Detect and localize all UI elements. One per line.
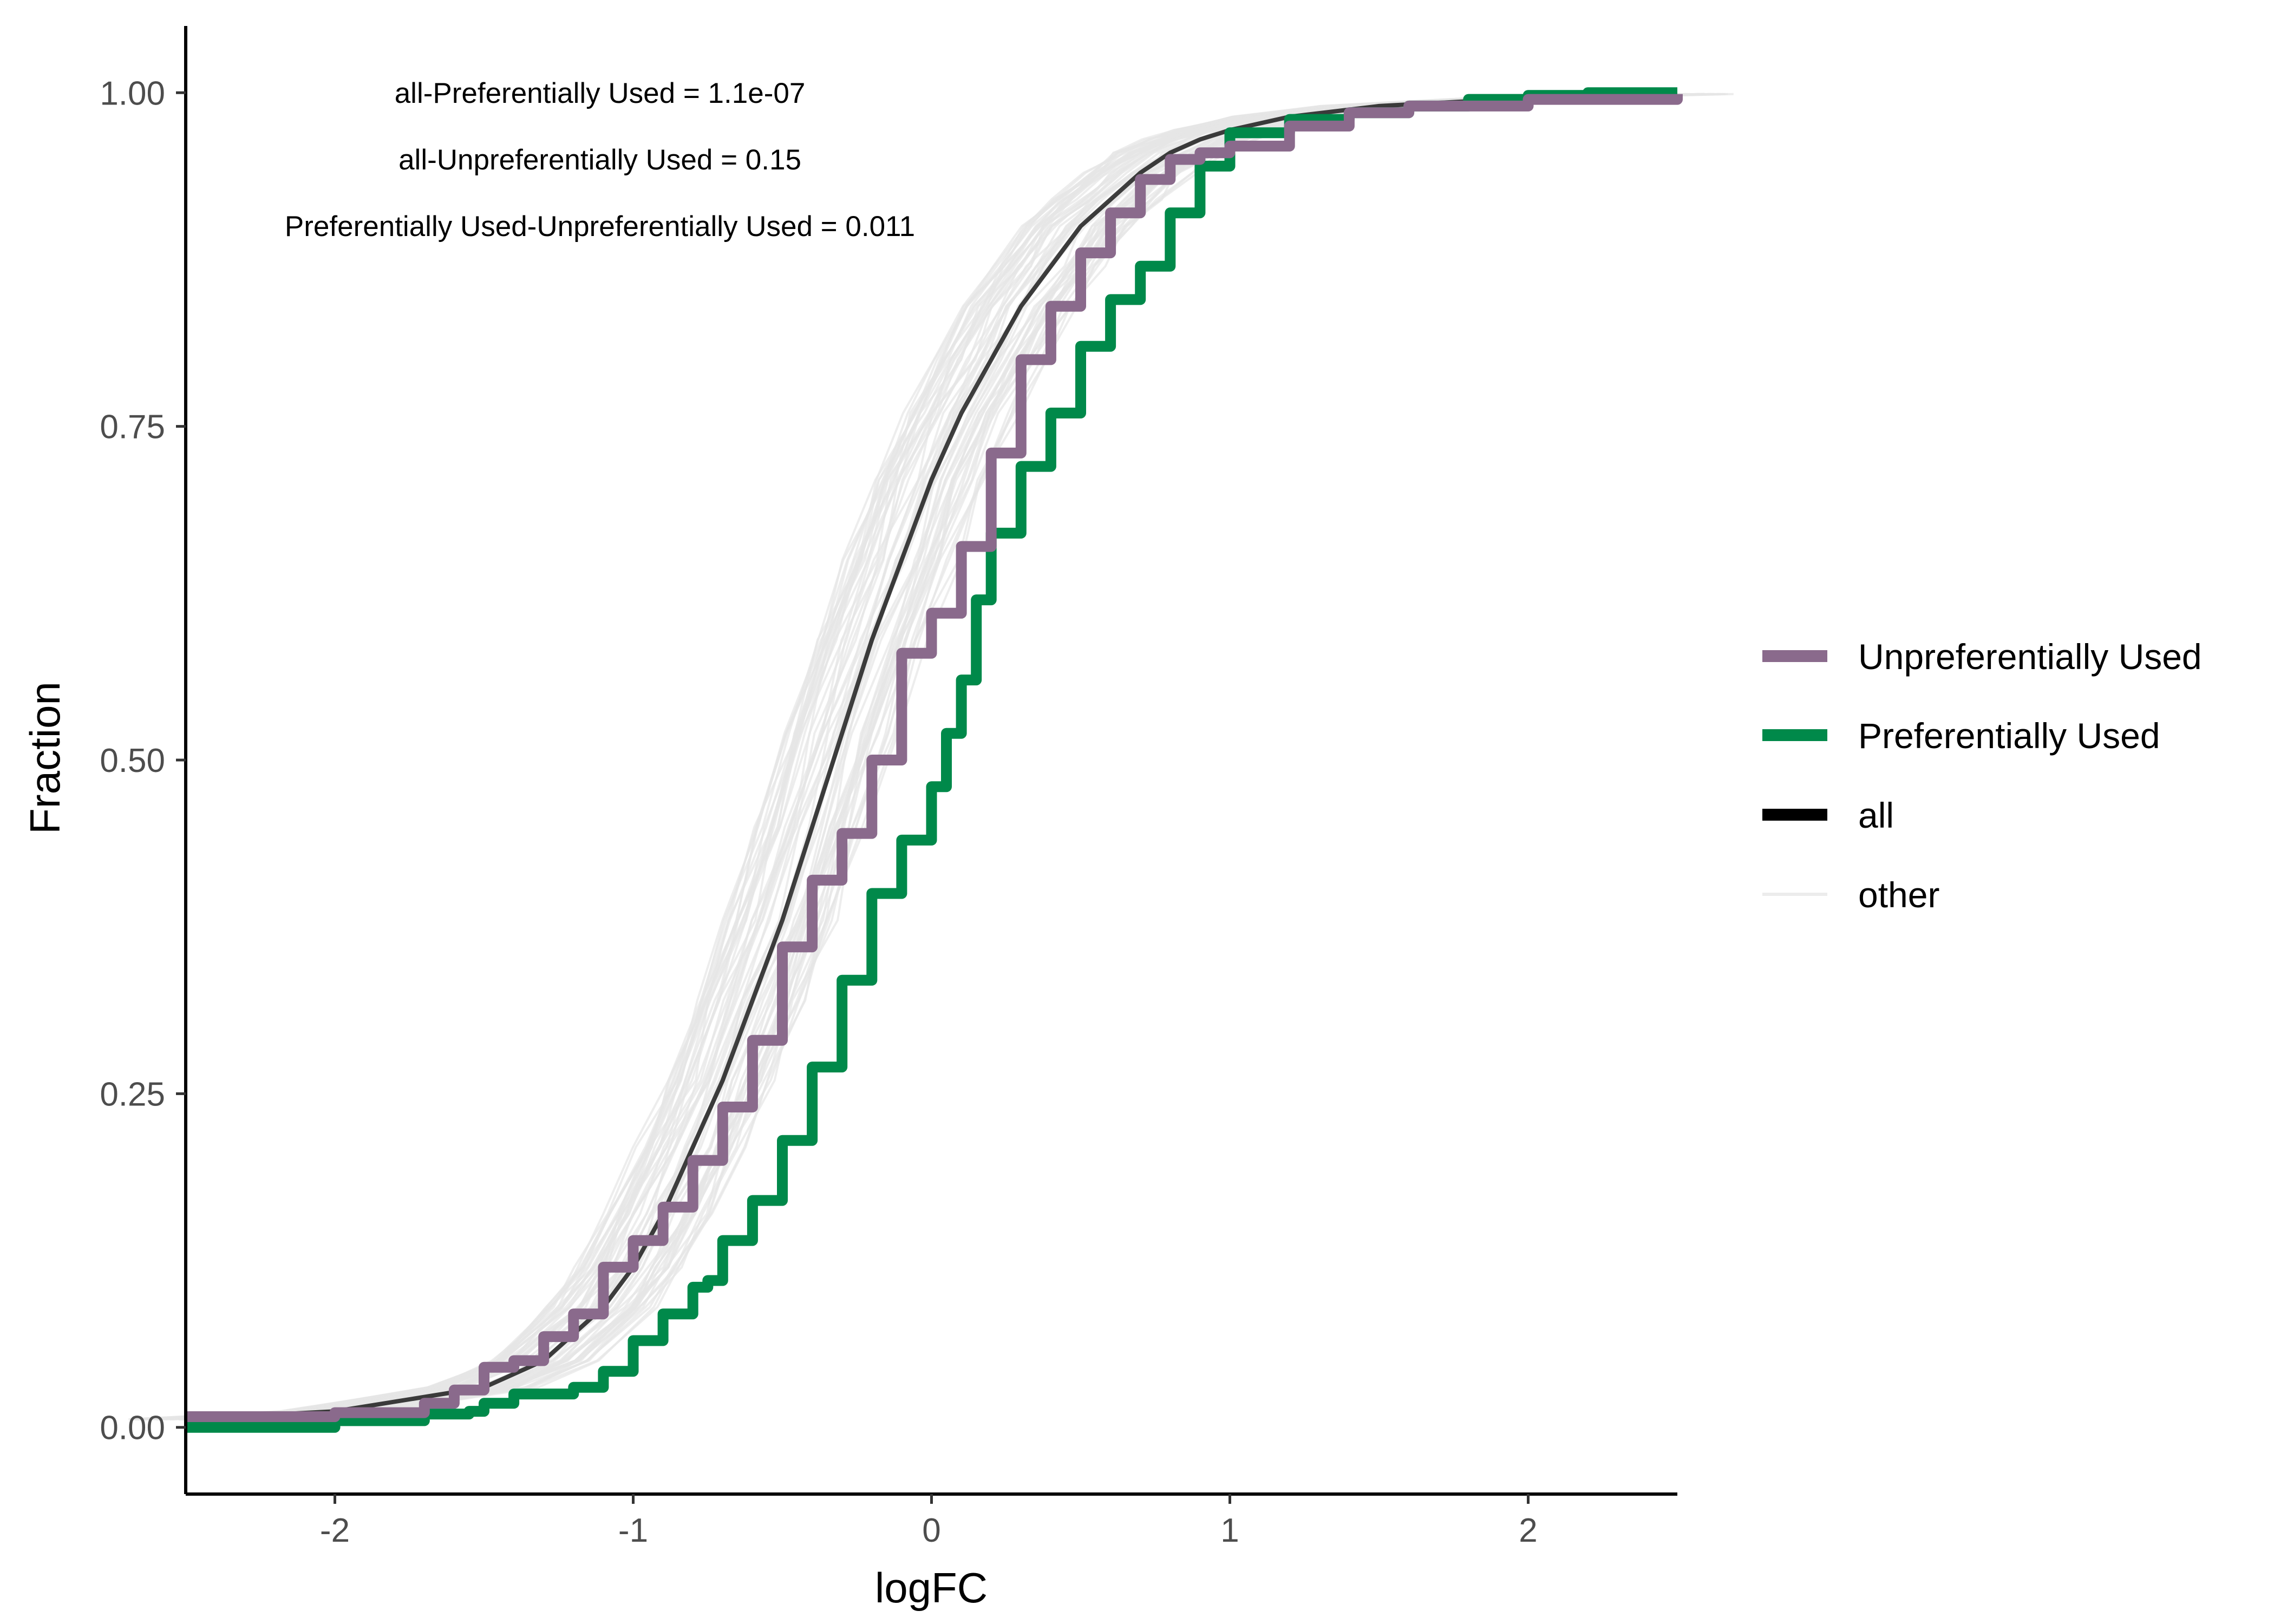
other-series-line xyxy=(217,93,1710,1420)
other-series-line xyxy=(213,93,1704,1420)
other-series-line xyxy=(165,93,1652,1420)
other-series-line xyxy=(181,93,1665,1420)
y-tick-label: 0.00 xyxy=(100,1410,165,1447)
other-series-line xyxy=(187,93,1671,1420)
other-series-line xyxy=(179,93,1672,1420)
other-series-line xyxy=(164,93,1652,1420)
series-lines xyxy=(185,87,1683,1433)
x-tick-label: -2 xyxy=(320,1512,350,1549)
other-series-line xyxy=(180,93,1682,1420)
other-series-line xyxy=(178,93,1672,1420)
other-series-line xyxy=(222,93,1711,1420)
other-series-line xyxy=(157,93,1662,1420)
other-series-line xyxy=(220,93,1699,1420)
other-series-line xyxy=(181,93,1688,1420)
annotation-preferentially-unpreferentially: Preferentially Used-Unpreferentially Use… xyxy=(285,211,915,243)
other-series-line xyxy=(210,93,1699,1420)
unpreferentially-used-line xyxy=(186,94,1683,1422)
legend-label-all: all xyxy=(1858,795,1894,835)
other-series-line xyxy=(194,93,1690,1420)
y-tick-label: 0.75 xyxy=(100,409,165,446)
x-tick-label: -1 xyxy=(618,1512,648,1549)
other-series-line xyxy=(218,93,1706,1420)
other-series-line xyxy=(210,93,1701,1420)
x-tick-label: 1 xyxy=(1220,1512,1239,1549)
x-axis-title: logFC xyxy=(875,1564,988,1612)
x-ticks: -2 -1 0 1 2 xyxy=(320,1494,1538,1549)
other-series-line xyxy=(132,93,1619,1420)
other-series-line xyxy=(158,93,1638,1420)
other-series-line xyxy=(169,93,1663,1420)
y-axis-title: Fraction xyxy=(21,682,69,834)
other-series-line xyxy=(170,93,1670,1420)
other-series-line xyxy=(192,93,1672,1420)
x-tick-label: 0 xyxy=(922,1512,940,1549)
other-series-line xyxy=(200,93,1704,1420)
other-series-line xyxy=(172,93,1671,1420)
annotation-all-preferentially: all-Preferentially Used = 1.1e-07 xyxy=(395,77,806,109)
y-tick-label: 0.50 xyxy=(100,742,165,780)
other-series-line xyxy=(212,93,1706,1420)
other-series-line xyxy=(225,93,1715,1420)
other-series-line xyxy=(194,93,1682,1420)
legend-label-unpreferentially: Unpreferentially Used xyxy=(1858,637,2202,677)
other-series-line xyxy=(210,93,1704,1420)
all-series-line xyxy=(185,91,1678,1422)
x-tick-label: 2 xyxy=(1519,1512,1537,1549)
other-series-line xyxy=(172,93,1666,1420)
annotation-all-unpreferentially: all-Unpreferentially Used = 0.15 xyxy=(398,144,801,176)
legend-label-other: other xyxy=(1858,875,1939,915)
y-ticks: 0.00 0.25 0.50 0.75 1.00 xyxy=(100,75,186,1447)
y-tick-label: 1.00 xyxy=(100,75,165,112)
legend: Unpreferentially Used Preferentially Use… xyxy=(1762,637,2202,915)
other-series-line xyxy=(215,93,1714,1420)
y-tick-label: 0.25 xyxy=(100,1076,165,1113)
other-series-line xyxy=(195,93,1686,1420)
other-series-line xyxy=(205,93,1713,1420)
other-series-line xyxy=(213,93,1701,1420)
legend-label-preferentially: Preferentially Used xyxy=(1858,716,2160,756)
preferentially-used-line xyxy=(186,87,1677,1433)
other-series-lines xyxy=(128,93,1734,1420)
other-series-line xyxy=(186,93,1680,1420)
